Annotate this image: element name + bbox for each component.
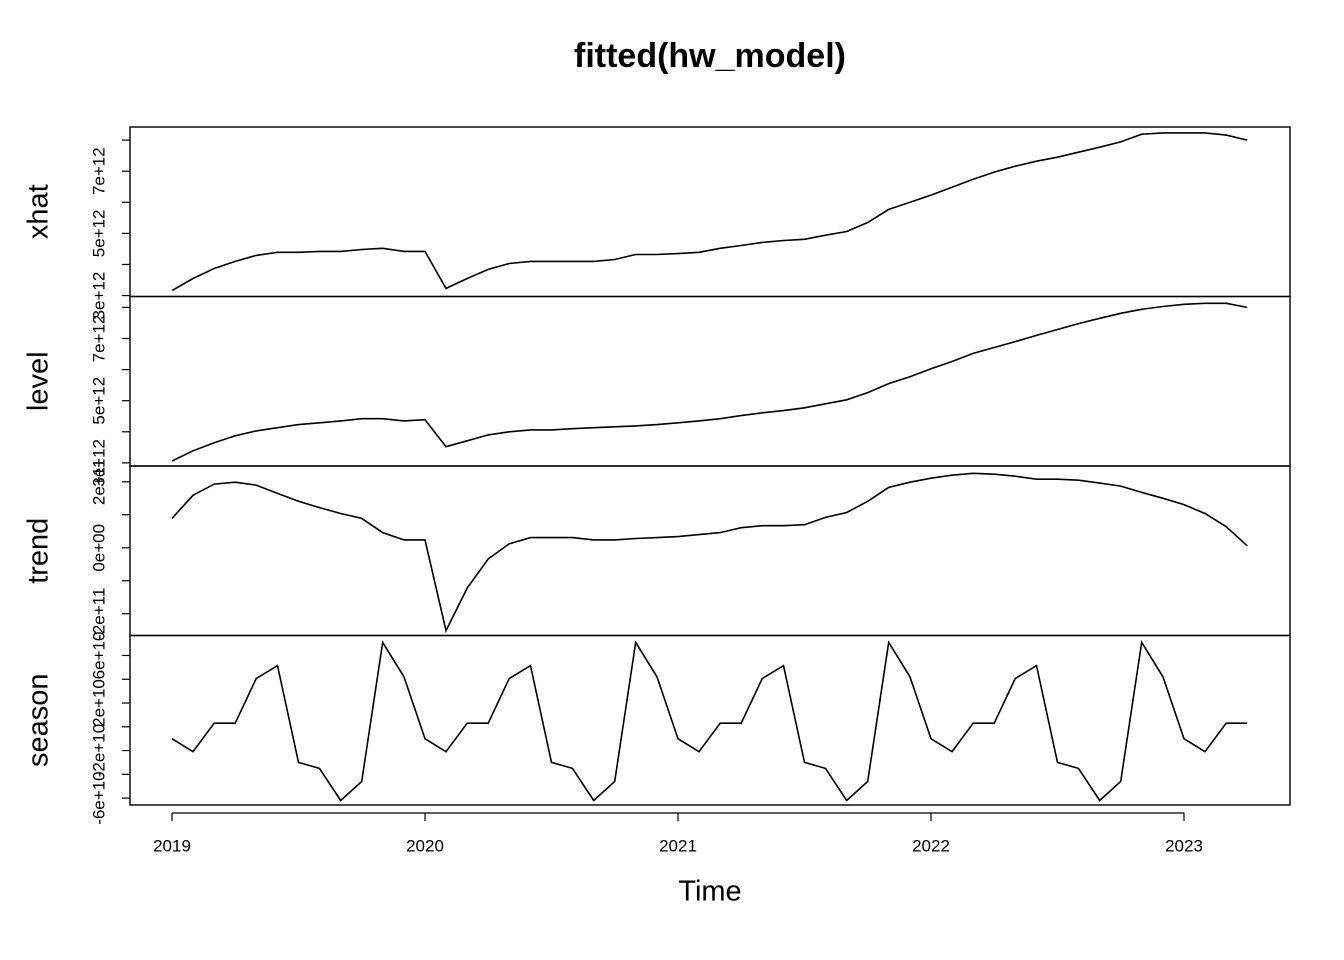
- panel-label: trend: [23, 518, 55, 584]
- x-axis-label: Time: [678, 876, 741, 908]
- y-tick-label: 7e+12: [89, 147, 108, 195]
- panel-label: season: [23, 673, 55, 767]
- x-tick-label: 2019: [153, 836, 191, 855]
- panel-frame: [129, 295, 1291, 467]
- y-tick-label: 3e+12: [89, 439, 108, 487]
- panel-frame: [129, 126, 1291, 298]
- series-line: [171, 640, 1248, 802]
- y-tick-label: 3e+12: [89, 272, 108, 320]
- x-tick-label: 2020: [406, 836, 444, 855]
- y-tick-label: -6e+10: [89, 771, 108, 824]
- chart-title: fitted(hw_model): [574, 37, 846, 75]
- x-tick-label: 2022: [912, 836, 950, 855]
- y-tick-label: -2e+11: [89, 588, 108, 640]
- series-line: [171, 472, 1248, 633]
- x-tick-label: 2021: [659, 836, 697, 855]
- y-tick-label: 2e+10: [89, 679, 108, 727]
- y-tick-label: 5e+12: [89, 209, 108, 257]
- y-tick-label: -2e+10: [89, 724, 108, 777]
- y-tick-label: 7e+12: [89, 315, 108, 363]
- series-line: [171, 132, 1248, 292]
- panel-label: level: [23, 351, 55, 411]
- panel-frame: [129, 465, 1291, 637]
- y-tick-label: 6e+10: [89, 632, 108, 680]
- y-tick-label: 0e+00: [89, 524, 108, 572]
- series-line: [171, 302, 1248, 462]
- x-tick-label: 2023: [1165, 836, 1203, 855]
- panel-label: xhat: [23, 184, 55, 239]
- y-tick-label: 2e+11: [89, 459, 108, 505]
- panel-frame: [129, 634, 1291, 806]
- y-tick-label: 5e+12: [89, 377, 108, 425]
